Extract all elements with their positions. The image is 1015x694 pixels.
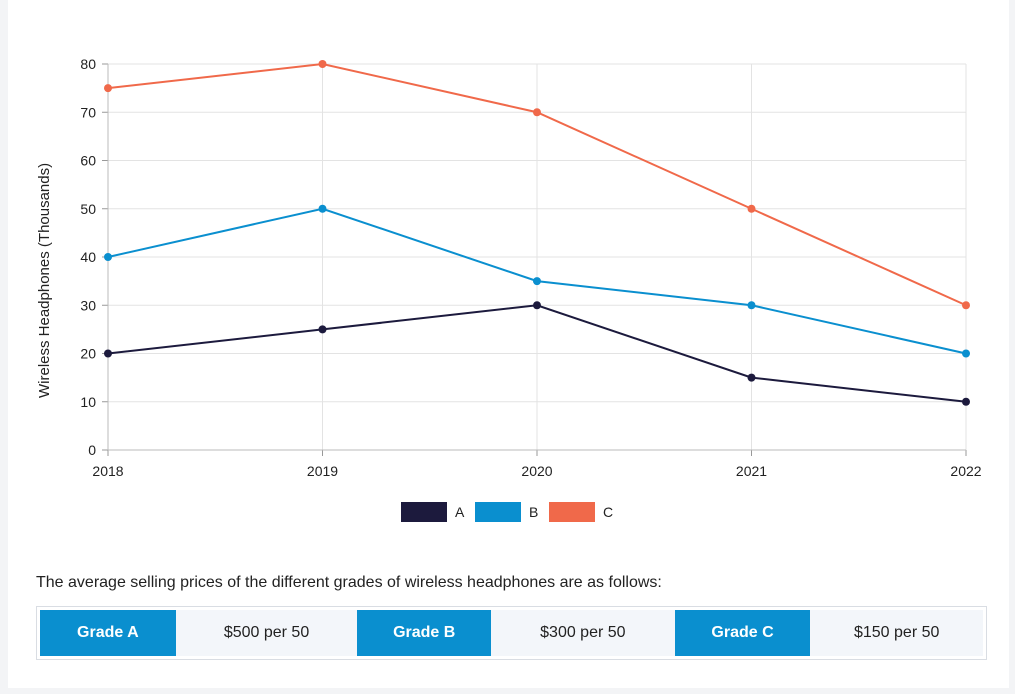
legend-label-b: B — [529, 504, 539, 520]
y-tick-label: 40 — [80, 249, 96, 265]
data-point-c — [962, 301, 970, 310]
y-tick-label: 10 — [80, 394, 96, 410]
grade-b-price: $300 per 50 — [491, 610, 675, 656]
y-tick-label: 60 — [80, 153, 96, 169]
y-axis-title: Wireless Headphones (Thousands) — [36, 162, 53, 398]
y-tick-label: 70 — [80, 104, 96, 120]
legend-swatch-a — [401, 502, 447, 522]
data-point-b — [962, 349, 970, 358]
price-note: The average selling prices of the differ… — [36, 574, 662, 591]
data-point-a — [104, 349, 112, 358]
data-point-c — [533, 108, 541, 117]
grade-a-header: Grade A — [40, 610, 176, 656]
x-tick-label: 2021 — [736, 463, 767, 479]
legend-swatch-c — [549, 502, 595, 522]
data-point-b — [747, 301, 756, 310]
legend-item-b[interactable]: B — [475, 502, 543, 522]
x-tick-label: 2022 — [950, 463, 981, 479]
data-point-c — [318, 60, 327, 68]
legend-swatch-b — [475, 502, 521, 522]
chart-card: 0 10 20 30 40 50 60 70 80 2018 2019 2020 2021 2022 W… — [8, 0, 1009, 688]
grade-b-header: Grade B — [357, 610, 492, 656]
data-point-b — [318, 204, 327, 213]
data-point-a — [962, 397, 970, 406]
grade-c-header: Grade C — [674, 610, 811, 656]
grid-lines — [102, 63, 967, 456]
legend-item-c[interactable]: C — [549, 502, 617, 522]
data-point-b — [104, 253, 112, 261]
price-table: Grade A $500 per 50 Grade B $300 per 50 … — [36, 606, 987, 660]
legend-item-a[interactable]: A — [401, 502, 469, 522]
y-tick-labels: 0 10 20 30 40 50 60 70 80 — [80, 56, 96, 458]
x-tick-label: 2019 — [307, 463, 338, 479]
line-chart: 0 10 20 30 40 50 60 70 80 2018 2019 2020 2021 2022 — [80, 56, 981, 479]
x-tick-label: 2020 — [521, 463, 552, 479]
legend-label-a: A — [455, 504, 465, 520]
data-point-b — [533, 277, 541, 286]
data-point-c — [747, 204, 756, 213]
data-point-a — [747, 373, 756, 382]
y-tick-label: 50 — [80, 201, 96, 217]
x-tick-label: 2018 — [92, 463, 123, 479]
x-tick-labels: 2018 2019 2020 2021 2022 — [92, 463, 981, 479]
y-tick-label: 30 — [80, 297, 96, 313]
y-tick-label: 0 — [88, 442, 96, 458]
y-tick-label: 20 — [80, 346, 96, 362]
data-point-a — [533, 301, 541, 310]
legend: A B C — [401, 501, 623, 523]
series-lines — [104, 60, 970, 406]
legend-label-c: C — [603, 504, 614, 520]
y-tick-label: 80 — [80, 56, 96, 72]
data-point-a — [318, 325, 327, 334]
grade-a-price: $500 per 50 — [175, 610, 358, 656]
grade-c-price: $150 per 50 — [810, 610, 984, 656]
data-point-c — [104, 84, 112, 93]
